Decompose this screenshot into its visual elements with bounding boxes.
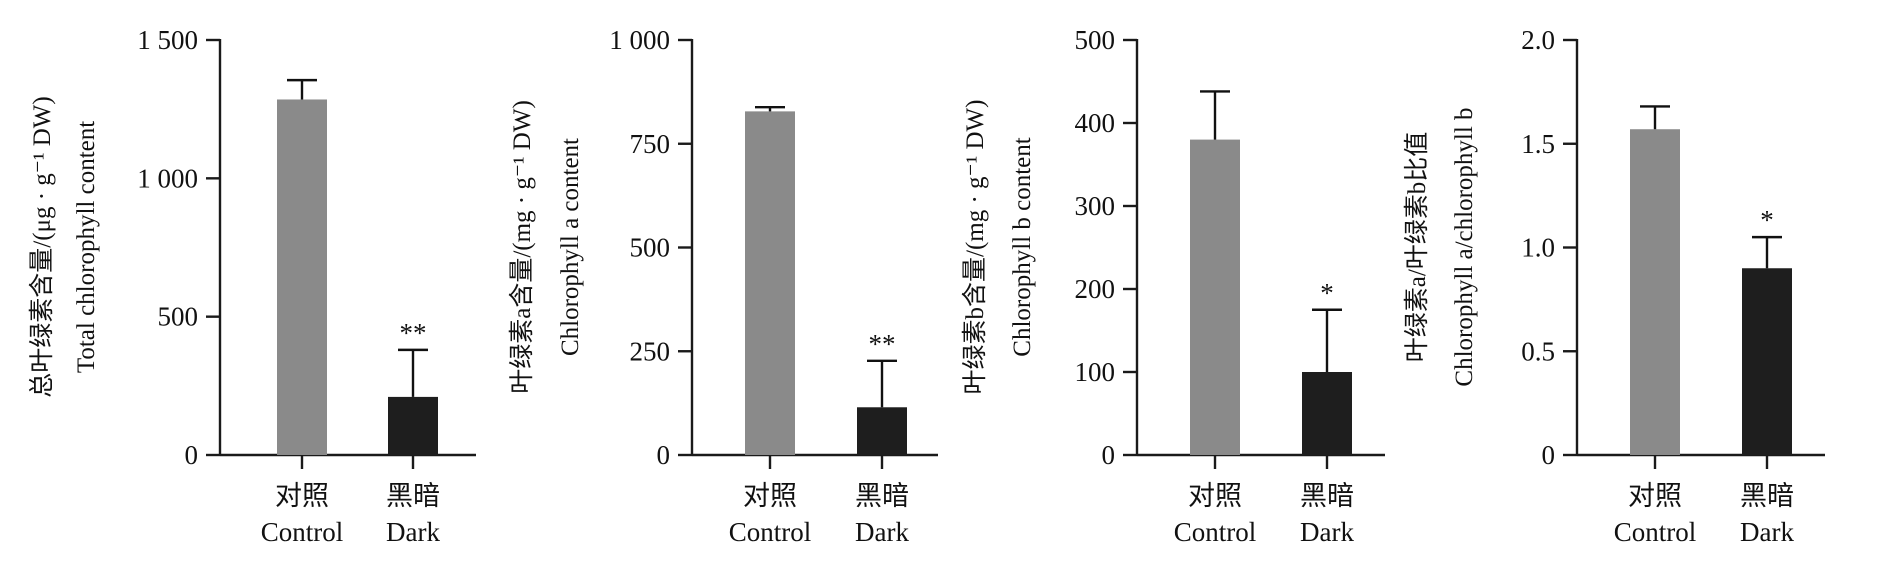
significance-marker: **	[400, 318, 427, 348]
y-axis-label: Chlorophyll a content	[557, 138, 584, 356]
y-axis-label-cn: 叶绿素b含量/(mg · g⁻¹ DW)	[961, 100, 989, 395]
y-tick-label: 500	[630, 233, 671, 263]
y-tick-label: 100	[1075, 357, 1116, 387]
category-label: Dark	[1740, 517, 1794, 547]
bar-control	[277, 99, 327, 455]
y-tick-label: 2.0	[1521, 25, 1555, 55]
bar-control	[745, 111, 795, 455]
bar-dark	[1302, 372, 1352, 455]
category-label: Control	[1614, 517, 1697, 547]
y-tick-label: 200	[1075, 274, 1116, 304]
chart-panel-4: 0 0.5 1.0 1.5 2.0 对照 Control * 黑暗 Dark 叶绿素a/叶绿素b比值…	[1403, 25, 1825, 547]
y-axis-label-cn: 叶绿素a/叶绿素b比值	[1403, 132, 1431, 363]
y-tick-label: 0	[185, 440, 199, 470]
category-label-cn: 对照	[1628, 481, 1682, 511]
y-tick-label: 1.0	[1521, 233, 1555, 263]
category-label-cn: 对照	[743, 481, 797, 511]
category-label-cn: 黑暗	[1300, 481, 1354, 511]
y-axis-label-cn: 叶绿素a含量/(mg · g⁻¹ DW)	[508, 100, 536, 394]
bar-dark	[1742, 268, 1792, 455]
y-tick-label: 400	[1075, 108, 1116, 138]
y-tick-label: 0	[1102, 440, 1116, 470]
chart-panel-1: 0 500 1 000 1 500 对照 Control ** 黑暗 Dark 总叶绿素含量/(μ…	[28, 25, 476, 547]
category-label: Control	[729, 517, 812, 547]
y-axis-label: Chlorophyll b content	[1009, 137, 1036, 356]
category-label-cn: 黑暗	[855, 481, 909, 511]
category-label: Control	[1174, 517, 1257, 547]
category-label-cn: 对照	[1188, 481, 1242, 511]
category-label-cn: 黑暗	[386, 481, 440, 511]
y-tick-label: 0	[657, 440, 671, 470]
y-tick-label: 500	[158, 302, 199, 332]
y-axis-label: Total chlorophyll content	[73, 121, 100, 373]
category-label: Dark	[386, 517, 440, 547]
significance-marker: **	[869, 329, 896, 359]
y-tick-label: 1.5	[1521, 129, 1555, 159]
category-label: Control	[261, 517, 344, 547]
y-tick-label: 750	[630, 129, 671, 159]
y-tick-label: 1 000	[609, 25, 670, 55]
significance-marker: *	[1760, 205, 1774, 235]
y-tick-label: 1 000	[137, 163, 198, 193]
y-tick-label: 500	[1075, 25, 1116, 55]
y-tick-label: 1 500	[137, 25, 198, 55]
significance-marker: *	[1320, 278, 1334, 308]
y-tick-label: 0.5	[1521, 336, 1555, 366]
y-axis-label-cn: 总叶绿素含量/(μg · g⁻¹ DW)	[28, 96, 56, 397]
bar-control	[1630, 129, 1680, 455]
y-axis-label: Chlorophyll a/chlorophyll b	[1451, 107, 1478, 386]
chart-panel-2: 0 250 500 750 1 000 对照 Control ** 黑暗 Dark 叶绿素a含量/(…	[508, 25, 938, 547]
category-label: Dark	[855, 517, 909, 547]
category-label-cn: 黑暗	[1740, 481, 1794, 511]
chart-panel-3: 0 100 200 300 400 500 对照 Control * 黑暗 Dark 叶绿素b含量/(…	[961, 25, 1385, 547]
y-tick-label: 250	[630, 336, 671, 366]
y-tick-label: 0	[1542, 440, 1556, 470]
bar-dark	[857, 407, 907, 455]
category-label-cn: 对照	[275, 481, 329, 511]
bar-control	[1190, 139, 1240, 455]
category-label: Dark	[1300, 517, 1354, 547]
bar-dark	[388, 396, 438, 455]
y-tick-label: 300	[1075, 191, 1116, 221]
